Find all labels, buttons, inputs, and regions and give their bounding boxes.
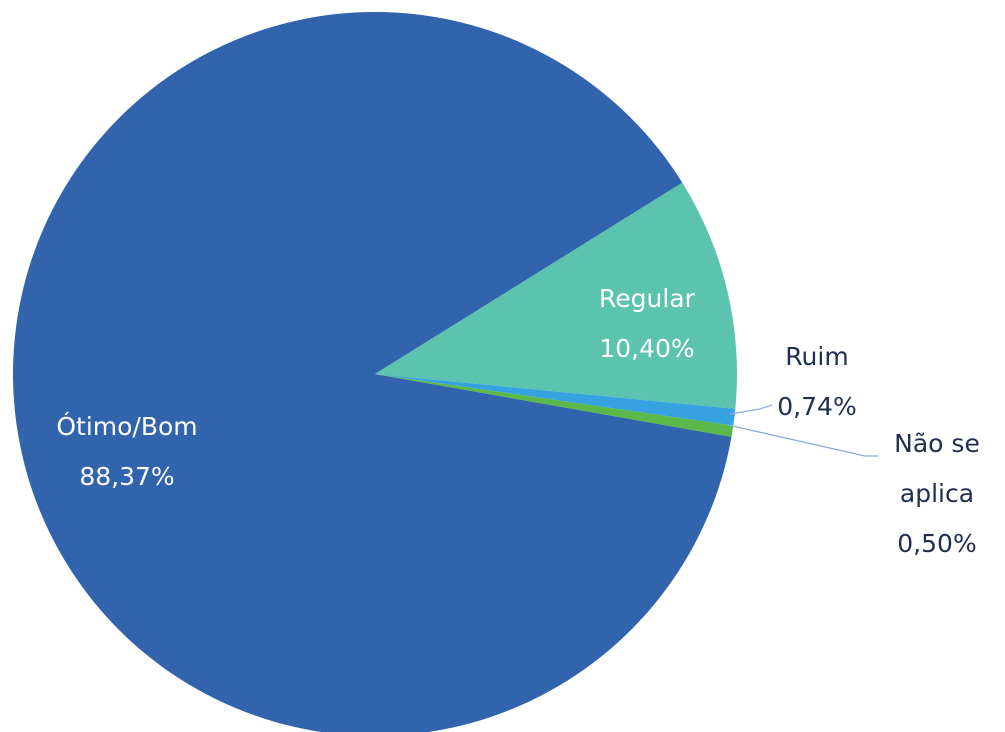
category-label: Ruim bbox=[785, 342, 848, 371]
pie-slice bbox=[375, 182, 737, 409]
pie-slice bbox=[375, 374, 736, 426]
leader-line bbox=[727, 424, 878, 457]
pie-slice bbox=[375, 374, 734, 437]
label-line: Não se bbox=[894, 429, 980, 458]
value-label: 88,37% bbox=[79, 462, 174, 491]
category-label: Não se aplica bbox=[894, 429, 980, 508]
value-label: 0,50% bbox=[897, 529, 976, 558]
label-line: aplica bbox=[900, 479, 974, 508]
value-label: 10,40% bbox=[599, 334, 694, 363]
leader-line bbox=[729, 404, 773, 415]
category-label: Ótimo/Bom bbox=[56, 411, 197, 441]
value-label: 0,74% bbox=[777, 392, 856, 421]
pie-slice bbox=[13, 12, 732, 732]
category-label: Regular bbox=[599, 284, 696, 313]
